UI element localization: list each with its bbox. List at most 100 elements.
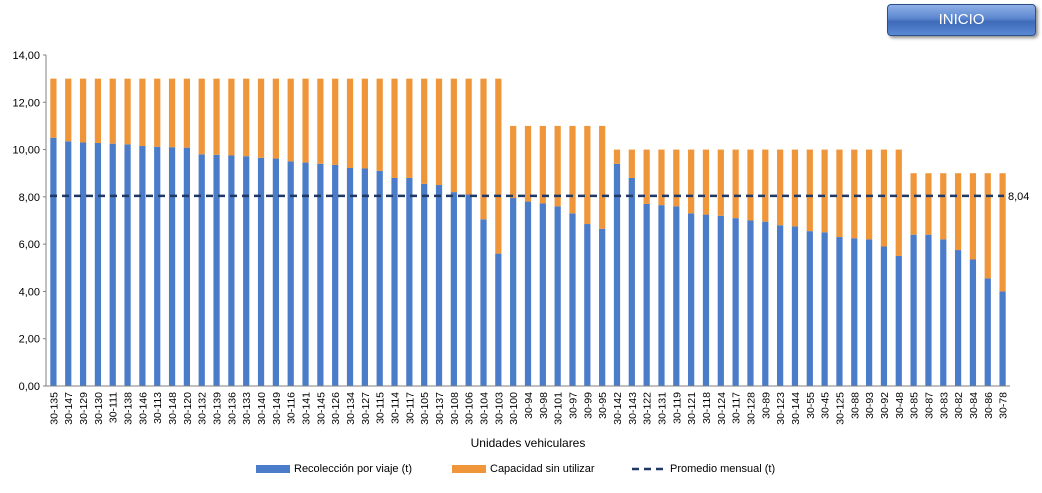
bar-capacidad (332, 78, 339, 165)
bar-recoleccion (243, 156, 250, 386)
bar-recoleccion (895, 255, 902, 386)
bar-recoleccion (154, 146, 161, 386)
legend-label-recoleccion: Recolección por viaje (t) (294, 463, 412, 475)
bar-capacidad (243, 78, 250, 157)
bar-capacidad (361, 78, 368, 169)
bar-recoleccion (94, 142, 102, 386)
x-tick-label: 30-105 (419, 392, 431, 425)
legend-label-promedio: Promedio mensual (t) (670, 463, 775, 475)
bar-recoleccion (880, 246, 888, 386)
bar-recoleccion (821, 232, 828, 386)
bar-capacidad (213, 78, 220, 155)
bar-capacidad (228, 78, 235, 156)
bar-recoleccion (969, 259, 977, 386)
bar-recoleccion (851, 238, 858, 386)
bar-recoleccion (198, 154, 205, 386)
x-tick-label: 30-136 (226, 392, 238, 425)
x-tick-label: 30-82 (953, 392, 965, 419)
x-tick-label: 30-55 (805, 392, 817, 419)
x-tick-label: 30-84 (968, 392, 980, 419)
x-tick-label: 30-137 (434, 392, 446, 425)
bar-recoleccion (480, 219, 487, 386)
bar-capacidad (154, 78, 161, 147)
bar-capacidad (183, 78, 191, 148)
bar-capacidad (272, 78, 279, 159)
x-tick-label: 30-123 (775, 392, 787, 425)
bar-capacidad (643, 149, 650, 204)
bar-capacidad (50, 78, 57, 138)
bar-recoleccion (421, 183, 428, 386)
y-tick-label: 14,00 (12, 50, 40, 62)
x-tick-label: 30-86 (983, 392, 995, 419)
bar-capacidad (954, 173, 962, 251)
x-tick-label: 30-94 (523, 392, 535, 419)
x-tick-label: 30-124 (716, 392, 728, 425)
bar-capacidad (806, 149, 813, 232)
bar-capacidad (732, 149, 739, 219)
bar-capacidad (836, 149, 843, 238)
bar-capacidad (495, 78, 502, 254)
x-tick-label: 30-121 (686, 392, 698, 425)
bar-capacidad (895, 149, 902, 256)
x-tick-label: 30-45 (820, 392, 832, 419)
x-axis-title: Unidades vehiculares (471, 436, 586, 450)
bar-recoleccion (124, 144, 131, 386)
bar-capacidad (79, 78, 87, 143)
bar-recoleccion (925, 234, 932, 386)
bar-recoleccion (213, 154, 220, 386)
x-tick-label: 30-133 (241, 392, 253, 425)
x-tick-label: 30-120 (182, 392, 194, 425)
bar-capacidad (421, 78, 428, 184)
x-tick-label: 30-118 (701, 392, 713, 424)
x-tick-label: 30-131 (656, 392, 668, 425)
bar-recoleccion (999, 291, 1006, 386)
x-tick-label: 30-101 (553, 392, 565, 425)
bar-recoleccion (168, 147, 176, 386)
bar-recoleccion (139, 146, 146, 386)
bar-recoleccion (257, 157, 265, 386)
x-tick-label: 30-145 (315, 392, 327, 425)
bar-recoleccion (332, 164, 339, 386)
bar-recoleccion (287, 161, 294, 386)
legend-swatch-recoleccion (256, 465, 290, 473)
bar-recoleccion (465, 194, 472, 386)
bar-capacidad (554, 125, 561, 207)
bar-capacidad (124, 78, 131, 145)
bar-capacidad (628, 149, 635, 178)
x-tick-label: 30-143 (627, 392, 639, 425)
bar-capacidad (673, 149, 680, 207)
bar-capacidad (613, 149, 621, 164)
bar-recoleccion (688, 213, 695, 386)
bar-capacidad (851, 149, 858, 239)
x-tick-label: 30-139 (212, 392, 224, 425)
bar-capacidad (925, 173, 932, 235)
bar-recoleccion (272, 158, 279, 386)
bar-recoleccion (109, 143, 116, 386)
bar-recoleccion (643, 203, 650, 386)
bar-capacidad (287, 78, 294, 162)
bar-capacidad (791, 149, 799, 227)
bar-recoleccion (228, 155, 235, 386)
inicio-button[interactable]: INICIO (887, 4, 1036, 36)
bar-capacidad (168, 78, 176, 148)
x-tick-label: 30-117 (731, 392, 743, 424)
bars (50, 78, 1006, 386)
bar-recoleccion (450, 192, 457, 386)
bar-capacidad (109, 78, 116, 144)
bar-recoleccion (732, 218, 739, 386)
x-tick-label: 30-88 (849, 392, 861, 419)
bar-recoleccion (317, 163, 324, 386)
bar-recoleccion (183, 147, 191, 386)
y-tick-label: 8,00 (19, 192, 40, 204)
bar-capacidad (762, 149, 769, 222)
bar-capacidad (139, 78, 146, 147)
x-tick-label: 30-83 (938, 392, 950, 419)
x-tick-label: 30-117 (404, 392, 416, 424)
x-tick-label: 30-85 (909, 392, 921, 419)
bar-capacidad (94, 78, 102, 143)
bar-recoleccion (50, 137, 57, 386)
bar-recoleccion (747, 220, 754, 386)
x-tick-label: 30-115 (375, 392, 387, 424)
x-tick-label: 30-135 (48, 392, 60, 425)
